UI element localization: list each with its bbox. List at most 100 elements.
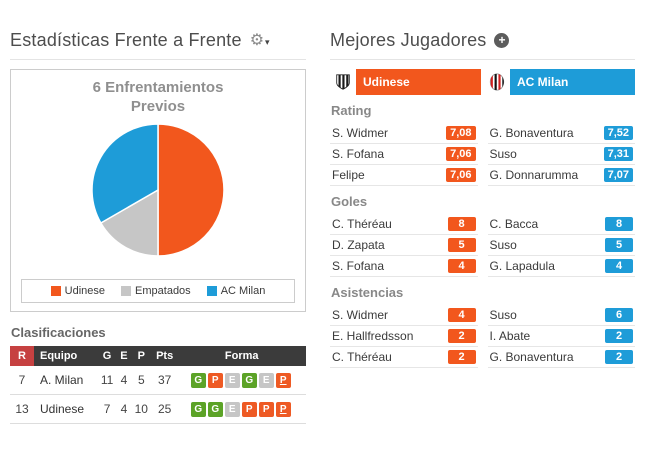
player-name[interactable]: S. Fofana: [332, 147, 385, 161]
team-header-udinese[interactable]: Udinese: [330, 69, 481, 95]
player-name[interactable]: C. Bacca: [489, 217, 539, 231]
col-rank: R: [10, 346, 34, 366]
player-name[interactable]: C. Théréau: [332, 350, 392, 364]
player-name[interactable]: E. Hallfredsson: [332, 329, 414, 343]
h2h-chart-card: 6 Enfrentamientos Previos Udinese Empata…: [10, 69, 306, 312]
stat-badge: 4: [447, 308, 476, 322]
stat-badge: 4: [605, 259, 633, 273]
stat-badge: 7,06: [446, 168, 476, 182]
away-stat: Suso 6: [487, 305, 635, 326]
form-result: P: [241, 402, 257, 417]
h2h-title: Estadísticas Frente a Frente: [10, 30, 242, 50]
player-name[interactable]: I. Abate: [489, 329, 531, 343]
rank: 13: [10, 394, 34, 424]
standings-heading: Clasificaciones: [11, 325, 106, 340]
player-row: E. Hallfredsson 2 I. Abate 2: [330, 326, 635, 347]
player-name[interactable]: S. Widmer: [332, 308, 389, 322]
home-stat: D. Zapata 5: [330, 235, 478, 256]
away-stat: G. Lapadula 4: [487, 256, 635, 277]
player-name[interactable]: Suso: [489, 308, 517, 322]
col-team: Equipo: [34, 346, 98, 366]
player-name[interactable]: C. Théréau: [332, 217, 392, 231]
settings-gear-icon[interactable]: ⚙▾: [250, 32, 270, 49]
chart-legend: Udinese Empatados AC Milan: [21, 279, 295, 303]
best-players-panel: Mejores Jugadores +: [330, 30, 635, 449]
legend-swatch-empatados: [121, 286, 132, 296]
losses: 5: [130, 366, 152, 395]
col-losses: P: [130, 346, 152, 366]
player-name[interactable]: D. Zapata: [332, 238, 385, 252]
form-result: E: [258, 373, 274, 388]
col-wins: G: [97, 346, 118, 366]
team-header-acmilan[interactable]: AC Milan: [484, 69, 635, 95]
away-stat: C. Bacca 8: [487, 214, 635, 235]
pie-chart: [91, 122, 225, 257]
best-players-title: Mejores Jugadores: [330, 30, 487, 50]
home-stat: C. Théréau 2: [330, 347, 478, 368]
legend-item-acmilan: AC Milan: [206, 285, 265, 297]
acmilan-crest-icon: [484, 69, 510, 95]
player-name[interactable]: G. Lapadula: [489, 259, 555, 273]
section-label-goles: Goles: [331, 194, 368, 209]
player-name[interactable]: G. Donnarumma: [489, 168, 579, 182]
h2h-header: Estadísticas Frente a Frente ⚙▾: [10, 30, 306, 60]
player-name[interactable]: Suso: [489, 147, 517, 161]
losses: 10: [130, 394, 152, 424]
wins: 11: [97, 366, 118, 395]
best-players-card: Udinese: [330, 69, 635, 368]
legend-item-empatados: Empatados: [121, 285, 191, 297]
player-row: C. Théréau 8 C. Bacca 8: [330, 214, 635, 235]
player-row: D. Zapata 5 Suso 5: [330, 235, 635, 256]
player-name[interactable]: G. Bonaventura: [489, 350, 574, 364]
player-name[interactable]: S. Widmer: [332, 126, 389, 140]
player-name[interactable]: S. Fofana: [332, 259, 385, 273]
head-to-head-panel: Estadísticas Frente a Frente ⚙▾ 6 Enfren…: [10, 30, 306, 449]
stat-badge: 2: [447, 329, 476, 343]
legend-label-udinese: Udinese: [64, 285, 106, 297]
team-name-acmilan: AC Milan: [517, 75, 569, 89]
stat-badge: 2: [447, 350, 476, 364]
stat-badge: 7,31: [603, 147, 633, 161]
stat-badge: 2: [605, 350, 633, 364]
home-stat: S. Fofana 7,06: [330, 144, 478, 165]
stat-badge: 4: [447, 259, 476, 273]
home-stat: S. Widmer 4: [330, 305, 478, 326]
section-label-rating: Rating: [331, 103, 372, 118]
rank: 7: [10, 366, 34, 395]
player-name[interactable]: Suso: [489, 238, 517, 252]
stat-badge: 7,06: [446, 147, 476, 161]
player-name[interactable]: Felipe: [332, 168, 365, 182]
team-name[interactable]: Udinese: [34, 394, 98, 424]
stat-badge: 7,07: [603, 168, 633, 182]
chart-title-line2: Previos: [130, 97, 186, 115]
form-result: E: [224, 402, 240, 417]
points: 25: [151, 394, 178, 424]
add-icon[interactable]: +: [494, 33, 510, 48]
form-result-latest: P: [275, 373, 291, 388]
team-name[interactable]: A. Milan: [34, 366, 98, 395]
home-stat: E. Hallfredsson 2: [330, 326, 478, 347]
away-stat: I. Abate 2: [487, 326, 635, 347]
legend-label-empatados: Empatados: [135, 285, 191, 297]
player-name[interactable]: G. Bonaventura: [489, 126, 574, 140]
chevron-down-icon: ▾: [265, 36, 270, 47]
udinese-crest-icon: [330, 69, 356, 95]
pie-chart-wrap: [89, 121, 227, 259]
form-result-latest: P: [275, 402, 291, 417]
chart-title-line1: 6 Enfrentamientos: [92, 79, 224, 96]
col-form: Forma: [177, 346, 306, 366]
home-stat: S. Fofana 4: [330, 256, 478, 277]
standings-table: R Equipo G E P Pts Forma 7 A. Milan 11 4…: [10, 346, 306, 424]
legend-swatch-udinese: [50, 286, 61, 296]
stat-badge: 5: [605, 238, 633, 252]
stat-badge: 8: [447, 217, 476, 231]
away-stat: Suso 7,31: [487, 144, 635, 165]
stat-badge: 7,52: [603, 126, 633, 140]
wins: 7: [97, 394, 118, 424]
player-row: S. Fofana 4 G. Lapadula 4: [330, 256, 635, 277]
stat-badge: 7,08: [446, 126, 476, 140]
